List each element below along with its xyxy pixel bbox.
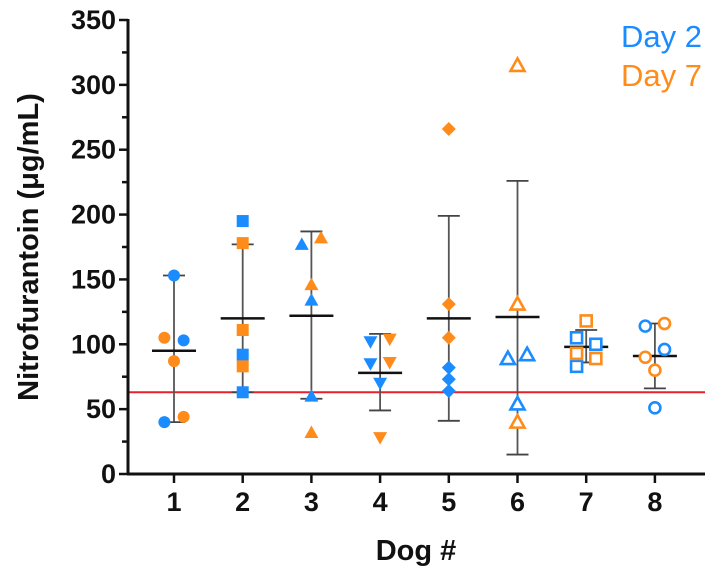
data-point-day2: [589, 337, 603, 352]
data-point-day7: [382, 356, 397, 370]
data-point-day7: [158, 331, 171, 344]
data-point-day7: [441, 330, 456, 345]
x-tick-label: 8: [647, 487, 662, 517]
legend-day2: Day 2: [621, 19, 702, 54]
data-point-day7: [441, 297, 456, 312]
data-point-day2: [168, 269, 180, 282]
data-point-day7: [236, 360, 249, 373]
data-point-day2: [569, 330, 584, 345]
y-tick-label: 350: [71, 5, 116, 35]
data-point-day7: [508, 55, 527, 73]
data-point-day7: [508, 294, 527, 311]
y-axis-title: Nitrofurantoin (μg/mL): [13, 93, 45, 401]
data-point-day7: [168, 355, 180, 368]
x-tick-label: 4: [373, 487, 388, 517]
data-point-day7: [648, 363, 662, 378]
data-point-day2: [441, 372, 456, 387]
x-axis-title: Dog #: [376, 535, 457, 567]
data-point-day2: [236, 348, 249, 361]
y-tick-label: 150: [71, 264, 116, 294]
data-point-day7: [236, 324, 249, 337]
data-point-day2: [177, 334, 190, 347]
y-tick-label: 200: [71, 200, 116, 230]
data-point-day2: [363, 358, 378, 371]
data-point-day2: [638, 319, 653, 333]
data-point-day2: [648, 401, 662, 415]
data-point-day7: [589, 351, 603, 366]
data-point-day7: [382, 333, 397, 347]
data-point-day2: [236, 215, 249, 228]
data-point-day7: [657, 316, 672, 331]
y-tick-label: 50: [86, 394, 116, 424]
data-point-day2: [441, 383, 456, 398]
x-tick-label: 1: [166, 487, 181, 517]
data-point-day7: [373, 432, 388, 445]
data-point-day7: [638, 350, 653, 365]
legend-day7: Day 7: [621, 58, 702, 93]
y-tick-label: 0: [101, 459, 116, 489]
data-point-day2: [508, 394, 527, 411]
y-tick-label: 100: [71, 329, 116, 359]
data-point-day2: [236, 386, 249, 399]
data-point-day2: [498, 348, 518, 366]
data-point-day2: [304, 293, 319, 306]
data-point-day7: [314, 230, 329, 244]
data-point-day2: [373, 377, 388, 391]
data-point-day2: [569, 359, 584, 374]
x-tick-label: 5: [441, 487, 456, 517]
data-point-day7: [304, 277, 319, 291]
data-point-day7: [579, 314, 594, 328]
data-point-day2: [363, 336, 378, 349]
x-tick-label: 3: [304, 487, 319, 517]
data-point-day2: [304, 389, 319, 402]
data-point-day7: [441, 121, 456, 136]
y-tick-label: 300: [71, 70, 116, 100]
x-tick-label: 2: [235, 487, 250, 517]
data-point-day2: [517, 345, 537, 362]
x-tick-label: 7: [579, 487, 594, 517]
data-point-day7: [508, 412, 527, 429]
data-point-day7: [236, 237, 249, 250]
data-point-day7: [304, 425, 319, 438]
data-point-day2: [158, 416, 171, 429]
data-point-day2: [294, 237, 309, 250]
data-point-day2: [441, 360, 456, 375]
data-point-day7: [177, 410, 190, 423]
x-tick-label: 6: [510, 487, 525, 517]
y-tick-label: 250: [71, 135, 116, 165]
data-point-day7: [569, 346, 584, 361]
data-point-day2: [657, 342, 672, 357]
